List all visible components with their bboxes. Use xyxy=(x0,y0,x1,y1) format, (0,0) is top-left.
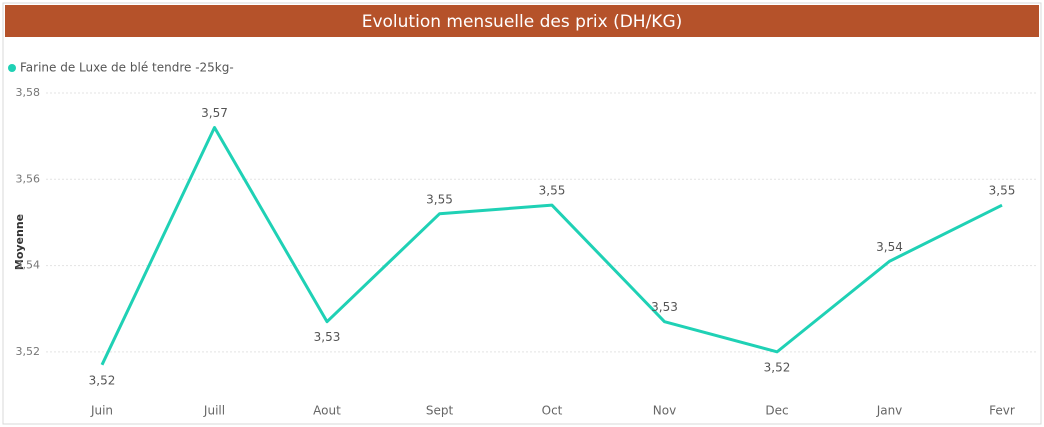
x-tick-label: Sept xyxy=(426,404,454,418)
y-tick-label: 3,56 xyxy=(16,172,41,185)
x-tick-label: Aout xyxy=(313,404,341,418)
data-label: 3,57 xyxy=(201,106,228,120)
data-label: 3,55 xyxy=(539,184,566,198)
legend-label: Farine de Luxe de blé tendre -25kg- xyxy=(20,61,234,75)
y-axis-title: Moyenne xyxy=(13,214,26,270)
x-tick-label: Juill xyxy=(203,404,225,418)
line xyxy=(100,126,1003,366)
x-tick-label: Fevr xyxy=(989,404,1015,418)
y-tick-label: 3,52 xyxy=(16,345,41,358)
chart-title: Evolution mensuelle des prix (DH/KG) xyxy=(362,12,683,32)
title-bar xyxy=(5,5,1039,37)
x-tick-label: Juin xyxy=(90,404,113,418)
data-label: 3,52 xyxy=(89,373,116,387)
x-tick-label: Dec xyxy=(765,404,788,418)
data-label: 3,52 xyxy=(764,360,791,374)
x-tick-label: Janv xyxy=(876,404,903,418)
data-label: 3,54 xyxy=(876,240,903,254)
y-tick-label: 3,58 xyxy=(16,86,41,99)
x-tick-label: Oct xyxy=(542,404,563,418)
data-label: 3,55 xyxy=(989,184,1016,198)
data-label: 3,53 xyxy=(314,330,341,344)
y-tick-label: 3,54 xyxy=(16,259,41,272)
data-label: 3,53 xyxy=(651,300,678,314)
data-label: 3,55 xyxy=(426,192,453,206)
legend-marker xyxy=(8,64,16,72)
x-tick-label: Nov xyxy=(653,404,676,418)
